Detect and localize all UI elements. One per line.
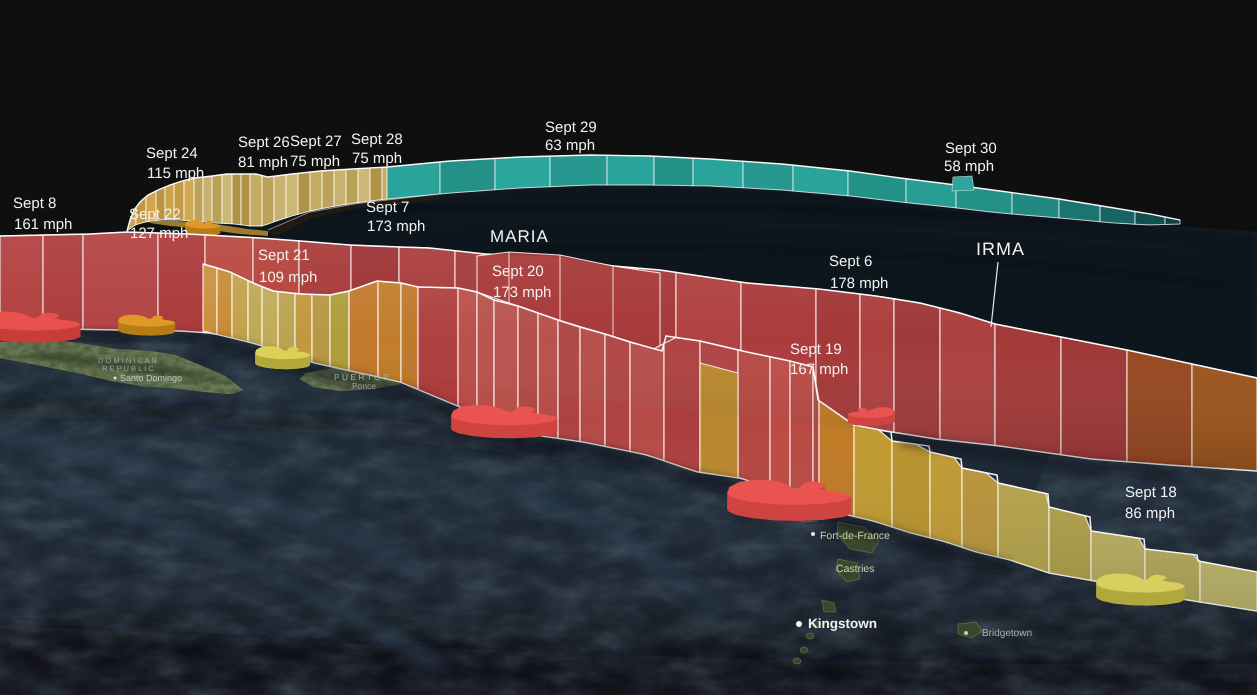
- svg-text:Sept 18: Sept 18: [1125, 484, 1177, 501]
- svg-text:75 mph: 75 mph: [352, 150, 402, 167]
- svg-text:D O M I N I C A N: D O M I N I C A N: [98, 356, 157, 365]
- svg-text:173 mph: 173 mph: [367, 218, 425, 235]
- svg-text:Sept 7: Sept 7: [366, 199, 409, 216]
- svg-text:Kingstown: Kingstown: [808, 616, 877, 631]
- svg-text:Sept 22: Sept 22: [129, 206, 181, 223]
- svg-text:167 mph: 167 mph: [790, 361, 848, 378]
- svg-text:MARIA: MARIA: [490, 227, 549, 246]
- svg-text:Bridgetown: Bridgetown: [982, 628, 1032, 639]
- svg-text:127 mph: 127 mph: [130, 225, 188, 242]
- svg-text:161 mph: 161 mph: [14, 216, 72, 233]
- svg-text:75 mph: 75 mph: [290, 153, 340, 170]
- svg-text:Sept 21: Sept 21: [258, 247, 310, 264]
- svg-text:Castries: Castries: [836, 563, 875, 575]
- svg-text:Sept 26: Sept 26: [238, 134, 290, 151]
- svg-text:81 mph: 81 mph: [238, 154, 288, 171]
- svg-text:58 mph: 58 mph: [944, 158, 994, 175]
- svg-text:Sept 8: Sept 8: [13, 195, 56, 212]
- svg-text:R E P U B L I C: R E P U B L I C: [102, 364, 154, 373]
- svg-text:Ponce: Ponce: [352, 381, 376, 391]
- svg-text:Sept 20: Sept 20: [492, 263, 544, 280]
- svg-text:86 mph: 86 mph: [1125, 505, 1175, 522]
- svg-text:63 mph: 63 mph: [545, 137, 595, 154]
- svg-text:Sept 28: Sept 28: [351, 131, 403, 148]
- svg-text:Sept 19: Sept 19: [790, 341, 842, 358]
- svg-text:Santo Domingo: Santo Domingo: [120, 373, 182, 383]
- svg-text:Sept 6: Sept 6: [829, 253, 872, 270]
- svg-text:Sept 27: Sept 27: [290, 133, 342, 150]
- svg-text:Sept 29: Sept 29: [545, 119, 597, 136]
- svg-text:Sept 24: Sept 24: [146, 145, 198, 162]
- svg-text:Sept 30: Sept 30: [945, 140, 997, 157]
- svg-text:IRMA: IRMA: [976, 239, 1025, 259]
- svg-text:115 mph: 115 mph: [147, 165, 204, 182]
- svg-text:109 mph: 109 mph: [259, 269, 317, 286]
- svg-text:Fort-de-France: Fort-de-France: [820, 530, 890, 542]
- svg-text:P U E R T O R: P U E R T O R: [334, 372, 389, 382]
- svg-text:178 mph: 178 mph: [830, 275, 888, 292]
- svg-text:173 mph: 173 mph: [493, 284, 551, 301]
